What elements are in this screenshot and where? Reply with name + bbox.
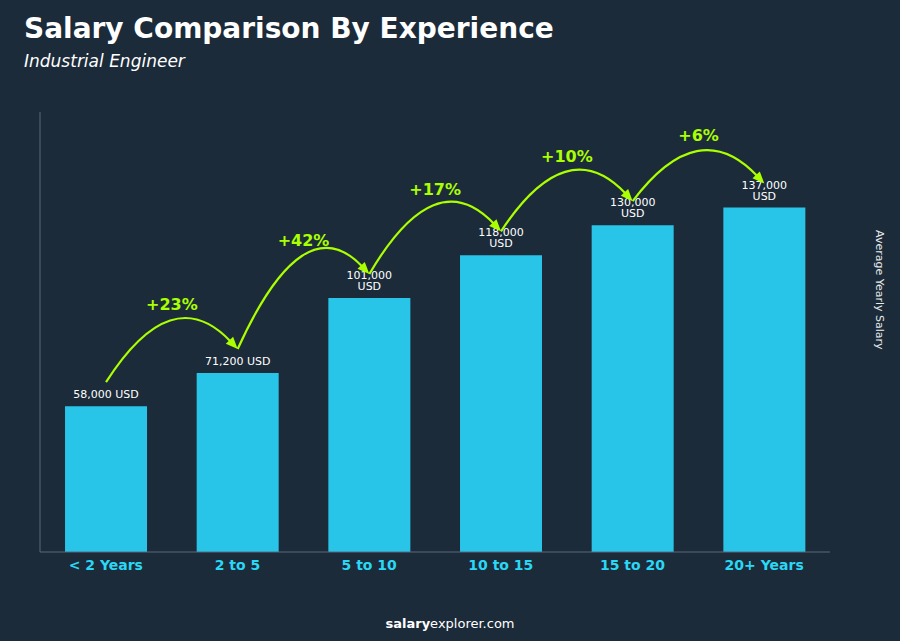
- svg-text:+42%: +42%: [278, 231, 330, 250]
- html-text:USD: USD: [620, 207, 645, 221]
- html-text:salary explorer.com: salary explorer.com: [385, 616, 515, 631]
- svg-text:71,200 USD: 71,200 USD: [205, 355, 271, 368]
- svg-text:10 to 15: 10 to 15: [468, 557, 533, 573]
- html-text:130,000: 130,000: [609, 196, 656, 210]
- html-text:118,000: 118,000: [478, 226, 524, 240]
- svg-text:+10%: +10%: [541, 147, 593, 166]
- svg-text:15 to 20: 15 to 20: [600, 557, 665, 573]
- svg-text:2 to 5: 2 to 5: [215, 557, 261, 573]
- svg-text:+23%: +23%: [146, 295, 198, 314]
- svg-text:20+ Years: 20+ Years: [725, 557, 804, 573]
- svg-text:+6%: +6%: [678, 126, 719, 145]
- svg-text:58,000 USD: 58,000 USD: [73, 388, 139, 401]
- html-text:USD: USD: [489, 237, 513, 251]
- svg-text:137,000USD: 137,000USD: [742, 179, 788, 203]
- html-text:Salary Comparison By Experienc: Salary Comparison By Experience: [24, 12, 554, 45]
- html-text:Average Yearly Salary: Average Yearly Salary: [873, 230, 886, 350]
- svg-text:5 to 10: 5 to 10: [342, 557, 398, 573]
- html-text:Industrial Engineer: Industrial Engineer: [24, 51, 185, 71]
- svg-text:+17%: +17%: [409, 180, 461, 199]
- html-text:USD: USD: [357, 280, 382, 294]
- svg-text:< 2 Years: < 2 Years: [69, 557, 143, 573]
- html-text:101,000: 101,000: [346, 269, 393, 283]
